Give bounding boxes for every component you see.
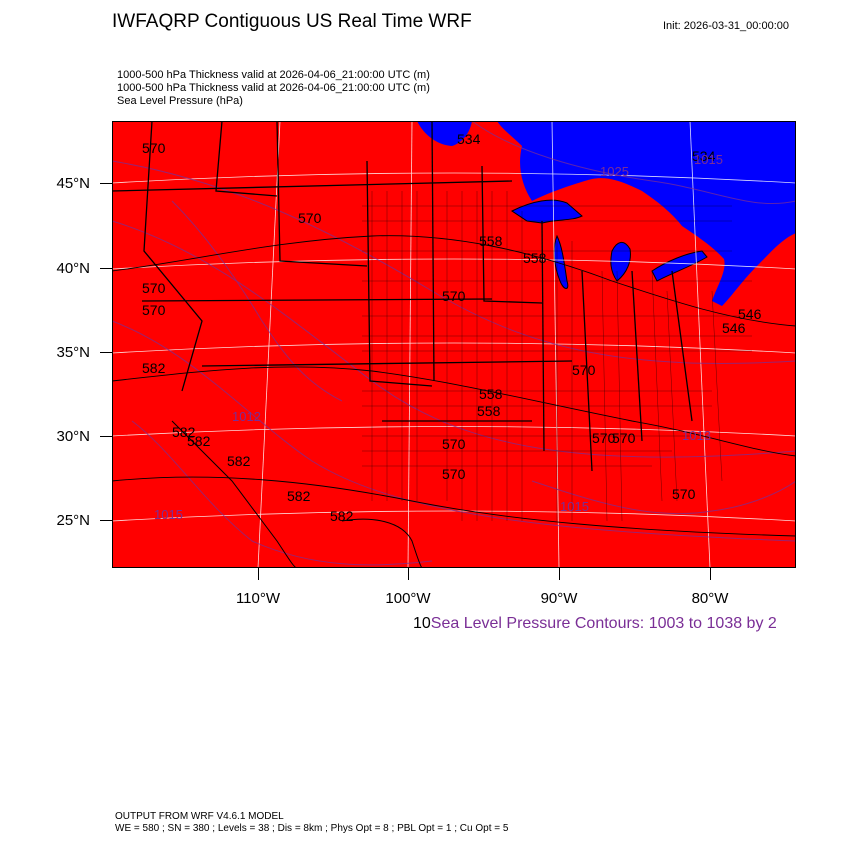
svg-text:570: 570 (298, 210, 322, 226)
lat-tick (100, 183, 112, 184)
svg-text:1013: 1013 (682, 428, 711, 443)
svg-text:558: 558 (477, 403, 501, 419)
cold-thickness-fill-north (417, 121, 472, 146)
cold-thickness-fill (497, 121, 796, 306)
svg-text:1015: 1015 (694, 152, 723, 167)
lat-label-35: 35°N (56, 344, 90, 361)
svg-text:570: 570 (612, 430, 636, 446)
svg-text:570: 570 (572, 362, 596, 378)
svg-text:570: 570 (672, 486, 696, 502)
subtitle-slp: Sea Level Pressure (hPa) (117, 95, 243, 107)
thickness-contours (112, 235, 796, 537)
lat-tick (100, 436, 112, 437)
great-lakes (511, 199, 708, 289)
footer-model: OUTPUT FROM WRF V4.6.1 MODEL (115, 811, 284, 822)
weather-map: 570 570 558 558 546 546 534 534 570 570 … (112, 121, 796, 568)
lat-tick (100, 520, 112, 521)
lon-label-110w: 110°W (235, 590, 281, 607)
svg-text:558: 558 (479, 386, 503, 402)
svg-text:558: 558 (523, 250, 547, 266)
legend-prefix: 10 (413, 615, 431, 632)
svg-text:558: 558 (479, 233, 503, 249)
county-boundaries (362, 191, 752, 522)
coastline-mexico (171, 420, 423, 568)
svg-text:546: 546 (722, 320, 746, 336)
lon-tick (710, 568, 711, 580)
legend-text: Sea Level Pressure Contours: 1003 to 103… (430, 615, 777, 632)
svg-text:1015: 1015 (560, 499, 589, 514)
lon-label-100w: 100°W (385, 590, 431, 607)
slp-contours (112, 121, 796, 566)
lat-label-45: 45°N (56, 175, 90, 192)
init-time: Init: 2026-03-31_00:00:00 (663, 20, 789, 32)
map-frame (112, 121, 796, 568)
lat-label-40: 40°N (56, 260, 90, 277)
pressure-labels: 1025 1015 1015 1013 1012 1015 (154, 152, 723, 522)
svg-text:570: 570 (442, 466, 466, 482)
footer-config: WE = 580 ; SN = 380 ; Levels = 38 ; Dis … (115, 823, 509, 834)
svg-text:570: 570 (142, 280, 166, 296)
thickness-labels: 570 570 558 558 546 546 534 534 570 570 … (142, 131, 762, 524)
lat-tick (100, 352, 112, 353)
svg-text:582: 582 (172, 424, 196, 440)
lat-label-25: 25°N (56, 512, 90, 529)
svg-text:534: 534 (692, 148, 716, 164)
lat-tick (100, 268, 112, 269)
svg-text:570: 570 (142, 302, 166, 318)
svg-text:582: 582 (187, 433, 211, 449)
svg-text:546: 546 (738, 306, 762, 322)
svg-text:570: 570 (442, 436, 466, 452)
svg-text:570: 570 (142, 140, 166, 156)
svg-text:570: 570 (442, 288, 466, 304)
svg-text:534: 534 (457, 131, 481, 147)
subtitle-thickness-1: 1000-500 hPa Thickness valid at 2026-04-… (117, 69, 430, 81)
svg-text:1025: 1025 (600, 164, 629, 179)
lon-tick (408, 568, 409, 580)
svg-text:582: 582 (287, 488, 311, 504)
lon-tick (258, 568, 259, 580)
svg-text:1015: 1015 (154, 507, 183, 522)
svg-text:570: 570 (592, 430, 616, 446)
svg-text:582: 582 (142, 360, 166, 376)
lon-tick (559, 568, 560, 580)
svg-text:1012: 1012 (232, 409, 261, 424)
svg-text:582: 582 (330, 508, 354, 524)
plot-title: IWFAQRP Contiguous US Real Time WRF (112, 11, 472, 32)
lon-label-80w: 80°W (691, 590, 729, 607)
slp-legend: 10Sea Level Pressure Contours: 1003 to 1… (413, 615, 777, 633)
svg-text:582: 582 (227, 453, 251, 469)
lon-label-90w: 90°W (540, 590, 578, 607)
subtitle-thickness-2: 1000-500 hPa Thickness valid at 2026-04-… (117, 82, 430, 94)
lat-label-30: 30°N (56, 428, 90, 445)
